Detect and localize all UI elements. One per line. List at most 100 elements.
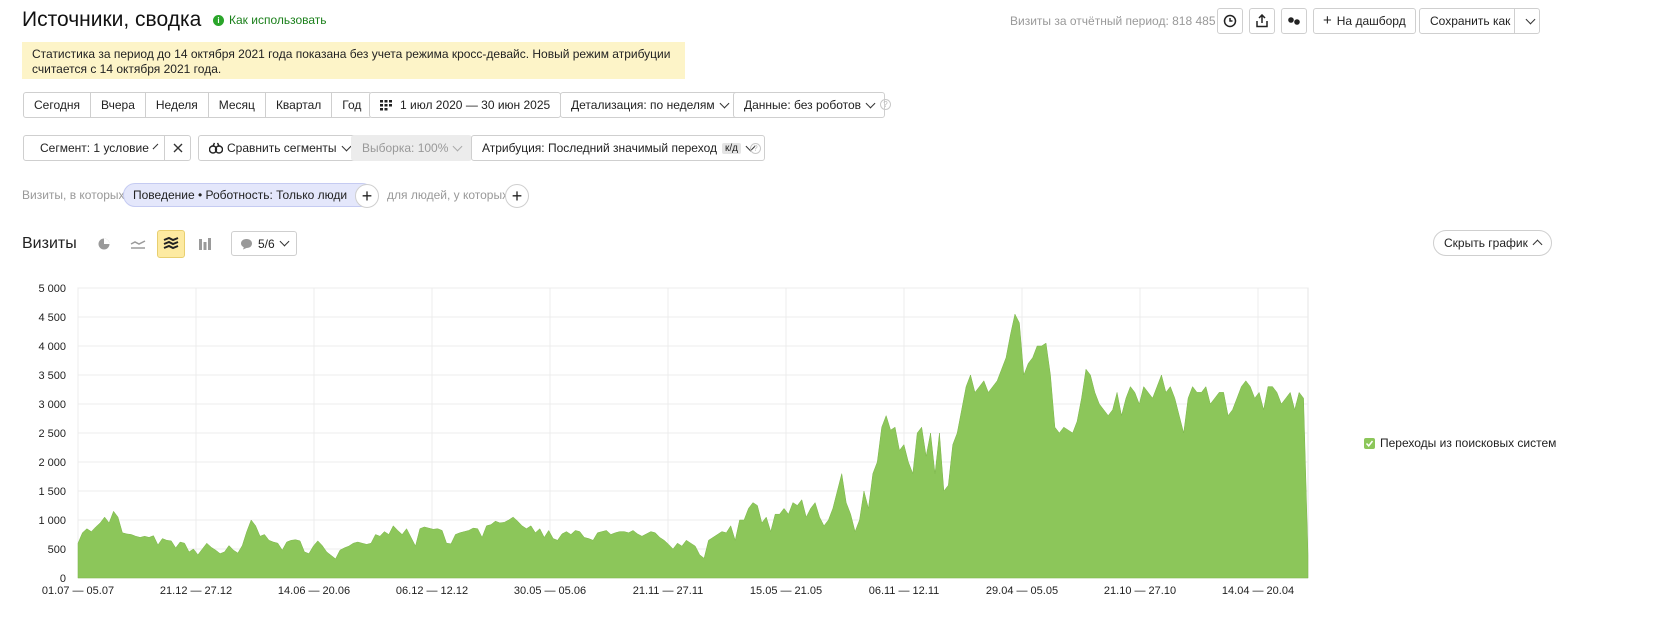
line-view-button[interactable] — [124, 230, 152, 258]
history-button[interactable] — [1217, 8, 1243, 34]
x-tick-label: 21.11 — 27.11 — [633, 585, 704, 597]
y-tick-label: 500 — [48, 544, 66, 556]
comment-icon — [241, 238, 252, 249]
x-tick-label: 21.12 — 27.12 — [160, 585, 232, 597]
x-tick-label: 30.05 — 05.06 — [514, 585, 586, 597]
chevron-down-icon — [279, 236, 290, 247]
annotations-dropdown[interactable]: 5/6 — [231, 231, 297, 256]
how-to-use-label: Как использовать — [229, 13, 327, 27]
legend-item[interactable]: Переходы из поисковых систем — [1364, 436, 1556, 450]
date-range-button[interactable]: 1 июл 2020 — 30 июн 2025 — [369, 92, 562, 118]
bar-view-button[interactable] — [191, 230, 219, 258]
chevron-down-icon — [452, 141, 463, 151]
period-year[interactable]: Год — [332, 92, 373, 118]
sample-label: Выборка: 100% — [362, 141, 449, 155]
export-button[interactable] — [1249, 8, 1275, 34]
chevron-down-icon — [719, 98, 730, 108]
visits-filter-label: Визиты, в которых — [22, 188, 125, 202]
help-icon[interactable]: ? — [750, 143, 761, 154]
x-axis: 01.07 — 05.07 21.12 — 27.12 14.06 — 20.06 0… — [42, 585, 1294, 597]
x-tick-label: 21.10 — 27.10 — [1104, 585, 1176, 597]
y-tick-label: 4 500 — [38, 312, 66, 324]
period-quarter[interactable]: Квартал — [265, 92, 333, 118]
series-area[interactable] — [77, 313, 1309, 579]
y-tick-label: 3 500 — [38, 370, 66, 382]
annotations-counter: 5/6 — [258, 236, 275, 251]
x-tick-label: 06.12 — 12.12 — [396, 585, 468, 597]
save-as-button[interactable]: Сохранить как — [1419, 8, 1515, 34]
period-month[interactable]: Месяц — [208, 92, 266, 118]
plus-icon: + — [361, 186, 373, 206]
x-tick-label: 01.07 — 05.07 — [42, 585, 114, 597]
alice-button[interactable] — [1281, 8, 1307, 34]
calendar-icon — [380, 100, 392, 111]
help-icon[interactable]: ? — [880, 99, 891, 110]
people-filter-label: для людей, у которых — [387, 188, 509, 202]
y-tick-label: 1 500 — [38, 486, 66, 498]
period-buttons: Сегодня Вчера Неделя Месяц Квартал Год — [23, 92, 373, 118]
data-label: Данные: без роботов — [744, 98, 862, 112]
add-people-condition-button[interactable]: + — [505, 184, 529, 208]
compare-icon — [209, 142, 223, 154]
segment-label: Сегмент: 1 условие — [40, 141, 149, 155]
to-dashboard-label: На дашборд — [1336, 14, 1406, 28]
save-as-dropdown[interactable] — [1514, 8, 1540, 34]
y-axis: 5 000 4 500 4 000 3 500 3 000 2 500 2 000 1 500… — [38, 283, 66, 585]
attribution-badge: к/д — [721, 142, 741, 154]
chevron-down-icon — [1525, 14, 1536, 24]
share-icon — [1256, 14, 1268, 28]
notice-line-1: Статистика за период до 14 октября 2021 … — [32, 47, 671, 61]
to-dashboard-button[interactable]: + На дашборд — [1313, 8, 1416, 34]
chevron-up-icon — [1532, 239, 1543, 250]
chevron-down-icon — [865, 98, 876, 108]
clock-icon — [1223, 14, 1237, 28]
data-dropdown[interactable]: Данные: без роботов — [733, 92, 886, 118]
notice-line-2: считается с 14 октября 2021 года. — [32, 62, 222, 76]
chevron-down-icon — [341, 141, 351, 151]
plus-icon: + — [1323, 12, 1332, 29]
attribution-dropdown[interactable]: Атрибуция: Последний значимый переход к/… — [471, 135, 765, 161]
compare-segments-dropdown[interactable]: Сравнить сегменты — [198, 135, 361, 161]
checkbox-checked-icon — [1364, 437, 1375, 449]
x-tick-label: 29.04 — 05.05 — [986, 585, 1058, 597]
chevron-down-icon — [152, 143, 159, 149]
attribution-label: Атрибуция: Последний значимый переход — [482, 141, 717, 155]
segment-clear-button[interactable] — [164, 135, 191, 161]
detail-label: Детализация: по неделям — [571, 98, 715, 112]
stacked-area-icon — [163, 237, 179, 250]
close-icon — [173, 143, 182, 153]
y-tick-label: 2 000 — [38, 457, 66, 469]
period-today[interactable]: Сегодня — [23, 92, 91, 118]
x-tick-label: 14.04 — 20.04 — [1222, 585, 1294, 597]
y-tick-label: 2 500 — [38, 428, 66, 440]
area-view-button[interactable] — [157, 230, 185, 258]
compare-label: Сравнить сегменты — [227, 141, 337, 155]
quote-icon — [1288, 17, 1300, 25]
x-tick-label: 06.11 — 12.11 — [869, 585, 940, 597]
visits-chart: 5 000 4 500 4 000 3 500 3 000 2 500 2 000 1 500… — [38, 283, 1309, 597]
segment-dropdown[interactable]: Сегмент: 1 условие — [23, 135, 165, 161]
chart-title: Визиты — [22, 235, 77, 252]
line-chart-icon — [130, 240, 146, 249]
y-tick-label: 1 000 — [38, 515, 66, 527]
bar-chart-icon — [199, 238, 211, 250]
add-visit-condition-button[interactable]: + — [355, 184, 379, 208]
filter-chip[interactable]: Поведение • Роботность: Только люди — [123, 183, 375, 207]
how-to-use-link[interactable]: i Как использовать — [213, 13, 327, 27]
legend-label: Переходы из поисковых систем — [1380, 436, 1557, 450]
y-tick-label: 3 000 — [38, 399, 66, 411]
filter-chip-label: Поведение • Роботность: Только люди — [133, 188, 348, 202]
plus-icon: + — [511, 186, 523, 206]
hide-chart-button[interactable]: Скрыть график — [1433, 230, 1552, 256]
x-tick-label: 15.05 — 21.05 — [750, 585, 822, 597]
detail-dropdown[interactable]: Детализация: по неделям — [560, 92, 739, 118]
notice-banner: Статистика за период до 14 октября 2021 … — [22, 42, 685, 79]
y-tick-label: 5 000 — [38, 283, 66, 295]
hide-chart-label: Скрыть график — [1444, 236, 1528, 250]
period-yesterday[interactable]: Вчера — [91, 92, 146, 118]
pie-view-button[interactable] — [90, 230, 118, 258]
sample-dropdown: Выборка: 100% — [351, 135, 473, 161]
save-as-label: Сохранить как — [1430, 14, 1511, 28]
y-tick-label: 0 — [60, 573, 66, 585]
period-week[interactable]: Неделя — [145, 92, 209, 118]
